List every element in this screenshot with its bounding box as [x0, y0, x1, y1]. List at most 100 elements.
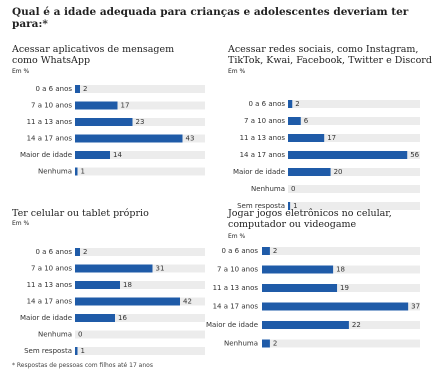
bar — [262, 321, 349, 329]
bar — [75, 85, 80, 93]
category-label: 14 a 17 anos — [27, 298, 73, 306]
bar — [288, 202, 291, 210]
category-label: 0 a 6 anos — [35, 248, 72, 256]
chart-title: Acessar redes sociais, como Instagram, T… — [228, 44, 432, 66]
bar — [75, 297, 180, 306]
value-label: 2 — [295, 100, 299, 108]
bar-track — [75, 167, 205, 176]
bar — [75, 118, 133, 126]
value-label: 22 — [352, 321, 361, 329]
category-label: Nenhuma — [224, 340, 258, 348]
bar — [75, 314, 115, 322]
category-label: 0 a 6 anos — [35, 85, 72, 93]
bar-track — [75, 248, 205, 256]
category-label: 11 a 13 anos — [27, 118, 73, 126]
category-label: 11 a 13 anos — [27, 281, 73, 289]
value-label: 42 — [183, 298, 192, 306]
value-label: 19 — [340, 284, 349, 292]
bar — [288, 168, 331, 176]
bar — [262, 339, 270, 348]
bar — [288, 100, 293, 108]
bar — [75, 167, 78, 176]
bar-track — [262, 247, 420, 255]
category-label: 11 a 13 anos — [213, 284, 259, 292]
bar-track — [262, 339, 420, 348]
category-label: 11 a 13 anos — [240, 134, 286, 142]
value-label: 17 — [121, 102, 130, 110]
value-label: 17 — [327, 134, 336, 142]
category-label: Nenhuma — [38, 168, 72, 176]
value-label: 18 — [123, 281, 132, 289]
chart-subtitle: Em % — [228, 233, 246, 240]
bar-track — [75, 118, 205, 126]
category-label: Maior de idade — [233, 168, 285, 176]
value-label: 23 — [136, 118, 145, 126]
category-label: Sem resposta — [237, 202, 285, 210]
page-title: Qual é a idade adequada para crianças e … — [12, 6, 409, 30]
value-label: 1 — [81, 347, 85, 355]
bar — [262, 284, 338, 292]
bar — [288, 117, 301, 125]
footnote: * Respostas de pessoas com filhos até 17… — [12, 362, 153, 369]
category-label: Nenhuma — [38, 331, 72, 339]
chart-title: Ter celular ou tablet próprio — [12, 208, 149, 219]
bar — [75, 347, 78, 355]
bar-track — [288, 117, 420, 125]
chart-subtitle: Em % — [12, 68, 30, 75]
category-label: 7 a 10 anos — [244, 117, 285, 125]
category-label: 0 a 6 anos — [248, 100, 285, 108]
bar-track — [75, 347, 205, 355]
bar — [75, 281, 120, 289]
category-label: 14 a 17 anos — [213, 303, 259, 311]
category-label: 0 a 6 anos — [221, 247, 258, 255]
chart-subtitle: Em % — [12, 220, 30, 227]
bar-track — [288, 202, 420, 210]
value-label: 2 — [83, 248, 87, 256]
value-label: 56 — [410, 151, 419, 159]
bar — [262, 265, 334, 274]
bar-track — [288, 185, 420, 193]
category-label: Sem resposta — [24, 347, 72, 355]
value-label: 2 — [273, 247, 277, 255]
category-label: 14 a 17 anos — [27, 135, 73, 143]
bar-track — [75, 330, 205, 339]
bar-track — [288, 134, 420, 142]
bar-track — [75, 101, 205, 110]
category-label: 14 a 17 anos — [240, 151, 286, 159]
value-label: 16 — [118, 314, 127, 322]
bar-track — [262, 284, 420, 292]
category-label: Maior de idade — [20, 151, 72, 159]
category-label: 7 a 10 anos — [31, 265, 72, 273]
value-label: 1 — [293, 202, 297, 210]
category-label: Nenhuma — [251, 185, 285, 193]
bar-track — [288, 100, 420, 108]
chart-subtitle: Em % — [228, 68, 246, 75]
value-label: 20 — [334, 168, 343, 176]
chart-title: Jogar jogos eletrônicos no celular, comp… — [228, 208, 392, 230]
value-label: 37 — [411, 303, 420, 311]
bar — [75, 151, 110, 159]
bar-track — [75, 85, 205, 93]
bar — [75, 101, 118, 110]
bar-track — [75, 151, 205, 159]
value-label: 1 — [81, 168, 85, 176]
value-label: 0 — [291, 185, 295, 193]
bar — [288, 151, 408, 159]
category-label: 7 a 10 anos — [31, 102, 72, 110]
value-label: 18 — [336, 266, 345, 274]
value-label: 2 — [273, 340, 277, 348]
bar-track — [75, 281, 205, 289]
value-label: 2 — [83, 85, 87, 93]
value-label: 43 — [186, 135, 195, 143]
bar — [75, 248, 80, 256]
category-label: Maior de idade — [20, 314, 72, 322]
value-label: 14 — [113, 151, 122, 159]
category-label: Maior de idade — [206, 321, 258, 329]
category-label: 7 a 10 anos — [217, 266, 258, 274]
value-label: 6 — [304, 117, 309, 125]
value-label: 31 — [156, 265, 165, 273]
bar — [75, 264, 153, 273]
bar-track — [262, 265, 420, 274]
